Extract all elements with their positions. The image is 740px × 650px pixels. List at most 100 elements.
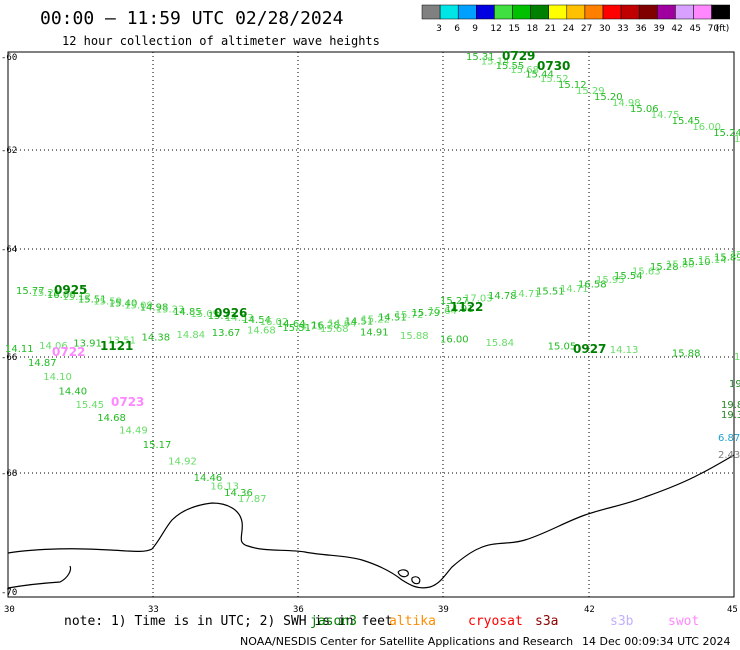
wave-height-value: 14.68 xyxy=(247,326,276,337)
track-time-label: 0927 xyxy=(573,342,606,356)
wave-height-value: 14.71 xyxy=(294,321,323,332)
track-time-label: 0925 xyxy=(54,283,87,297)
x-tick: 30 xyxy=(4,605,15,615)
legend-swatch xyxy=(657,4,676,20)
legend-swatch xyxy=(494,4,513,20)
legend-label: 12 xyxy=(490,24,501,34)
wave-height-value: 15.40 xyxy=(109,298,138,309)
satellite-label: altika xyxy=(389,614,436,629)
plot-frame xyxy=(7,51,735,598)
satellite-label: s3a xyxy=(535,614,558,629)
wave-height-value: 14.75 xyxy=(651,110,680,121)
legend-label: 27 xyxy=(581,24,592,34)
wave-height-value: 14.53 xyxy=(225,313,254,324)
track-time-label: 1121 xyxy=(100,339,133,353)
wave-height-value: 16.58 xyxy=(578,280,607,291)
wave-height-value: 14.54 xyxy=(242,315,271,326)
legend-unit: (ft) xyxy=(716,24,730,34)
legend-swatch xyxy=(476,4,495,20)
antarctic-coastline xyxy=(7,454,735,589)
map-subtitle: 12 hour collection of altimeter wave hei… xyxy=(62,34,380,48)
legend-swatch xyxy=(530,4,549,20)
legend-label: 70 xyxy=(708,24,720,34)
wave-height-value: 14.38 xyxy=(141,333,170,344)
wave-height-value: 15.45 xyxy=(75,400,104,411)
wave-height-value: 15.59 xyxy=(93,296,122,307)
footer-timestamp: 14 Dec 00:09:34 UTC 2024 xyxy=(582,635,730,648)
y-tick: -66 xyxy=(1,353,17,363)
wave-height-value: 15.68 xyxy=(510,65,539,76)
wave-height-value: 15.12 xyxy=(558,80,587,91)
legend-label: 15 xyxy=(509,24,520,34)
legend-label: 45 xyxy=(690,24,701,34)
wave-height-value: 15.4 xyxy=(734,134,740,145)
legend-swatch xyxy=(620,4,640,20)
wave-height-value: 15.09 xyxy=(190,309,219,320)
x-tick: 33 xyxy=(148,605,159,615)
wave-height-value: 16.02 xyxy=(260,317,289,328)
wave-height-value: 14.49 xyxy=(119,426,148,437)
wave-height-value: 15.88 xyxy=(400,331,429,342)
wave-height-value: 15.13 xyxy=(208,311,237,322)
y-tick: -62 xyxy=(1,146,17,156)
legend-swatch xyxy=(711,4,730,20)
wave-height-value: 15.3 xyxy=(730,250,740,261)
wave-height-value: 15.28 xyxy=(650,262,679,273)
legend-label: 24 xyxy=(563,24,575,34)
wave-height-value: 15.55 xyxy=(496,61,525,72)
edge-wave-height-value: 2.43 xyxy=(718,450,740,461)
wave-height-value: 16.28 xyxy=(311,321,340,332)
wave-height-value: 13.67 xyxy=(212,328,241,339)
wave-height-value: 14.98 xyxy=(140,303,169,314)
wave-height-value: 14.78 xyxy=(488,291,517,302)
wave-height-value: 15.84 xyxy=(486,338,515,349)
wave-height-value: 15.51 xyxy=(282,323,311,334)
x-tick: 45 xyxy=(727,605,738,615)
wave-height-value: 14.71 xyxy=(560,284,589,295)
legend-swatch xyxy=(439,4,459,20)
y-tick: -60 xyxy=(1,53,17,63)
legend-swatch xyxy=(512,4,531,20)
legend-label: 39 xyxy=(653,24,665,34)
wave-height-value: 14.40 xyxy=(59,386,88,397)
wave-height-value: 13.91 xyxy=(73,338,102,349)
wave-height-value: 14.11 xyxy=(5,344,34,355)
footer-credit: NOAA/NESDIS Center for Satellite Applica… xyxy=(240,635,573,648)
wave-height-value: 15.10 xyxy=(682,257,711,268)
wave-height-value: 15.72 xyxy=(395,310,424,321)
edge-wave-height-value: 19.3 xyxy=(721,410,740,421)
wave-height-value: 15.95 xyxy=(596,275,625,286)
wave-height-value: 14.98 xyxy=(612,98,641,109)
wave-height-value: 16.13 xyxy=(210,482,239,493)
satellite-label: jason3 xyxy=(310,614,357,629)
legend-label: 3 xyxy=(436,24,442,34)
wave-height-value: 15.29 xyxy=(576,86,605,97)
wave-height-value: 15.77 xyxy=(16,286,45,297)
wave-height-value: 14.13 xyxy=(610,345,639,356)
legend-swatch xyxy=(693,4,712,20)
legend-swatch xyxy=(548,4,568,20)
wave-height-value: 15.06 xyxy=(630,104,659,115)
wave-height-value: 15.51 xyxy=(536,286,565,297)
wave-height-value: 15.79 xyxy=(412,308,441,319)
edge-wave-height-value: 19. xyxy=(729,379,740,390)
satellite-label: swot xyxy=(668,614,699,629)
wave-height-value: 16.00 xyxy=(440,334,469,345)
wave-height-value: 17.87 xyxy=(238,494,267,505)
track-time-label: 0730 xyxy=(537,59,570,73)
legend-swatch xyxy=(638,4,658,20)
legend-label: 30 xyxy=(599,24,611,34)
wave-height-value: 14.85 xyxy=(173,307,202,318)
wave-height-value: 14.91 xyxy=(360,327,389,338)
wave-height-value: 13.51 xyxy=(107,336,136,347)
wave-height-value: 15.45 xyxy=(672,116,701,127)
wave-height-value: 14.51 xyxy=(378,312,407,323)
wave-height-value: 15.22 xyxy=(361,314,390,325)
plot-area xyxy=(7,51,735,598)
wave-height-value: 14.71 xyxy=(512,289,541,300)
legend-swatch xyxy=(584,4,604,20)
track-time-label: 0722 xyxy=(52,345,85,359)
legend-label: 42 xyxy=(671,24,682,34)
wave-height-value: 15.23 xyxy=(156,305,185,316)
